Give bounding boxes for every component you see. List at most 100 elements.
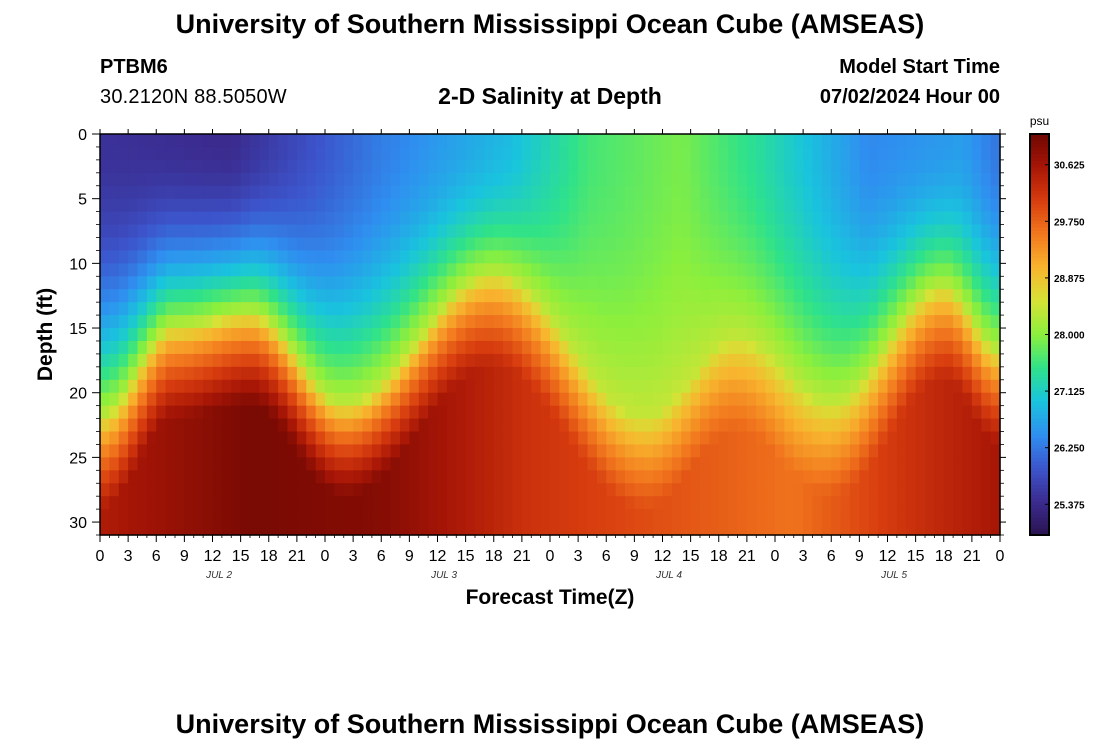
heatmap-cell [362,134,373,148]
heatmap-cell [362,328,373,342]
heatmap-cell [240,185,251,200]
heatmap-cell [325,496,335,510]
heatmap-cell [456,328,467,342]
heatmap-cell [203,276,214,290]
heatmap-cell [981,483,992,497]
heatmap-cell [212,315,223,329]
heatmap-cell [531,522,542,536]
heatmap-cell [690,224,701,239]
heatmap-cell [203,340,214,355]
heatmap-cell [971,496,982,510]
heatmap-cell [728,483,739,497]
heatmap-cell [568,302,579,316]
heatmap-cell [971,353,982,368]
heatmap-cell [484,457,495,471]
heatmap-cell [765,418,776,433]
heatmap-cell [596,379,607,394]
heatmap-cell [128,211,139,226]
heatmap-cell [653,418,664,433]
heatmap-cell [765,431,776,446]
heatmap-cell [287,444,298,458]
heatmap-cell [568,250,579,264]
heatmap-cell [371,366,382,381]
heatmap-cell [662,263,673,277]
heatmap-cell [156,470,167,484]
heatmap-cell [568,366,579,381]
heatmap-cell [343,405,354,420]
heatmap-cell [306,289,317,303]
heatmap-cell [268,379,279,394]
heatmap-cell [896,211,907,226]
heatmap-cell [896,366,907,381]
heatmap-cell [371,185,382,200]
heatmap-cell [418,522,429,536]
heatmap-cell [212,263,223,277]
heatmap-cell [887,418,898,433]
heatmap-cell [381,198,392,213]
heatmap-cell [643,302,654,316]
heatmap-cell [428,159,439,174]
heatmap-cell [962,134,973,148]
heatmap-cell [568,328,579,342]
heatmap-cell [484,146,495,161]
heatmap-cell [100,431,110,446]
heatmap-cell [409,405,420,420]
heatmap-cell [334,289,345,303]
heatmap-cell [625,302,635,316]
heatmap-cell [446,146,457,161]
heatmap-cell [503,237,514,252]
heatmap-cell [315,172,326,187]
heatmap-cell [193,366,204,381]
heatmap-cell [709,134,720,148]
heatmap-cell [934,444,945,458]
heatmap-cell [840,198,851,213]
heatmap-cell [606,392,617,407]
heatmap-cell [981,224,992,239]
heatmap-cell [521,470,532,484]
heatmap-cell [156,302,167,316]
heatmap-cell [868,509,879,523]
heatmap-cell [568,509,579,523]
heatmap-cell [521,198,532,213]
heatmap-cell [971,172,982,187]
heatmap-cell [990,328,1001,342]
heatmap-cell [831,289,842,303]
heatmap-cell [203,405,214,420]
heatmap-cell [850,483,860,497]
heatmap-cell [475,496,485,510]
colorbar-swatch [1030,444,1049,449]
heatmap-cell [193,457,204,471]
x-tick-label: 18 [260,548,278,565]
heatmap-cell [428,366,439,381]
heatmap-cell [915,146,926,161]
heatmap-cell [512,522,523,536]
heatmap-cell [118,353,129,368]
heatmap-cell [981,159,992,174]
heatmap-cell [296,211,307,226]
colorbar-swatch [1030,414,1049,419]
heatmap-cell [681,185,692,200]
heatmap-cell [118,496,129,510]
heatmap-cell [765,134,776,148]
heatmap-cell [428,457,439,471]
heatmap-cell [512,457,523,471]
heatmap-cell [746,431,757,446]
heatmap-cell [662,211,673,226]
heatmap-cell [437,185,448,200]
colorbar-swatch [1030,194,1049,198]
heatmap-cell [334,470,345,484]
colorbar-swatch [1030,371,1049,376]
heatmap-cell [634,134,645,148]
heatmap-cell [653,172,664,187]
heatmap-cell [203,431,214,446]
heatmap-cell [821,302,832,316]
heatmap-cell [325,522,335,536]
heatmap-cell [625,185,635,200]
heatmap-cell [531,224,542,239]
heatmap-cell [775,509,785,523]
heatmap-cell [625,159,635,174]
heatmap-cell [971,302,982,316]
heatmap-cell [709,522,720,536]
heatmap-cell [606,211,617,226]
heatmap-cell [896,444,907,458]
